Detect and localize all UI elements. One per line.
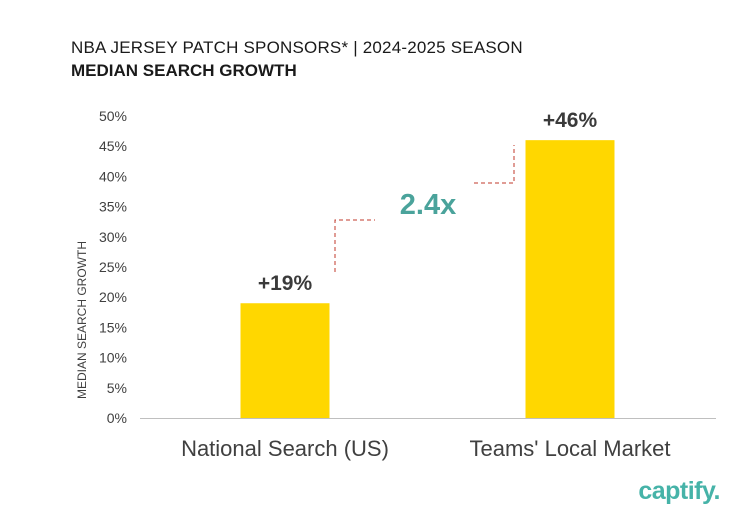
connector-line-low — [334, 219, 375, 272]
y-tick-label: 25% — [99, 259, 127, 275]
connector-line-high — [474, 145, 515, 184]
x-category-label: Teams' Local Market — [469, 436, 670, 461]
data-label: +19% — [258, 272, 313, 295]
captify-logo: captify. — [638, 477, 720, 505]
ratio-annotation: 2.4x — [400, 189, 456, 221]
chart-subtitle: MEDIAN SEARCH GROWTH — [71, 61, 297, 80]
y-tick-label: 35% — [99, 199, 127, 215]
y-tick-label: 15% — [99, 319, 127, 335]
y-tick-label: 50% — [99, 108, 127, 124]
y-tick-label: 0% — [107, 410, 127, 426]
y-tick-label: 45% — [99, 138, 127, 154]
chart-title: NBA JERSEY PATCH SPONSORS* | 2024-2025 S… — [71, 38, 523, 57]
bar-2 — [525, 140, 615, 418]
y-tick-label: 20% — [99, 289, 127, 305]
y-tick-label: 30% — [99, 229, 127, 245]
y-tick-label: 5% — [107, 380, 127, 396]
y-axis-label: MEDIAN SEARCH GROWTH — [75, 241, 89, 399]
bar-1 — [240, 303, 330, 418]
y-tick-label: 10% — [99, 350, 127, 366]
y-tick-label: 40% — [99, 168, 127, 184]
x-category-label: National Search (US) — [181, 436, 389, 461]
data-label: +46% — [543, 109, 598, 132]
